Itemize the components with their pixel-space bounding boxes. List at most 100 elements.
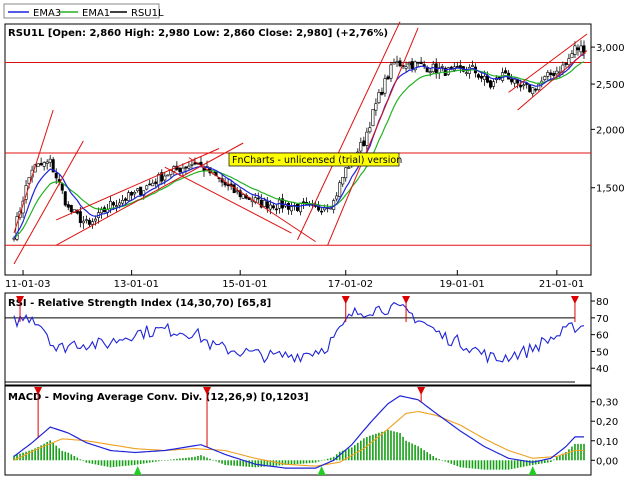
rsi-tick-label: 70: [596, 314, 609, 325]
candle-body: [226, 184, 230, 187]
macd-histogram-bar: [224, 460, 226, 465]
candle-body: [63, 191, 67, 206]
candle-body: [338, 182, 342, 197]
macd-histogram-bar: [341, 450, 344, 461]
candle-body: [235, 190, 239, 193]
price-tick-label: 2,500: [596, 80, 625, 91]
macd-panel: [4, 385, 592, 476]
candle-body: [470, 65, 474, 67]
macd-histogram-bar: [94, 460, 97, 465]
macd-histogram-bar: [85, 460, 88, 463]
macd-histogram-bar: [269, 460, 272, 467]
candle-body: [274, 208, 278, 211]
macd-histogram-bar: [402, 436, 404, 461]
macd-histogram-bar: [468, 460, 471, 469]
candle-body: [513, 78, 517, 84]
rsi-axis: 40 50 60 70 80: [591, 297, 609, 375]
candle-body: [136, 188, 140, 192]
macd-histogram-bar: [571, 446, 573, 461]
date-tick-label: 11-01-03: [5, 279, 50, 290]
macd-histogram-bar: [284, 460, 287, 465]
candle-body: [482, 75, 486, 80]
macd-histogram-bar: [115, 460, 118, 467]
macd-histogram-bar: [366, 437, 368, 461]
candle-body: [519, 84, 523, 88]
macd-histogram-bar: [25, 451, 27, 461]
candle-body: [190, 164, 194, 166]
macd-histogram-bar: [507, 460, 510, 470]
macd-histogram-bar: [516, 460, 519, 468]
candle-body: [380, 91, 384, 95]
macd-histogram-bar: [450, 460, 453, 464]
candle-body: [90, 221, 94, 225]
rsi-line: [13, 301, 585, 365]
macd-histogram-bar: [73, 455, 76, 461]
signal-markers: [16, 296, 579, 475]
macd-histogram-bar: [420, 448, 422, 461]
candle-body: [407, 62, 411, 66]
candle-body: [537, 83, 541, 90]
macd-histogram-bar: [145, 460, 148, 464]
macd-histogram-bar: [227, 460, 229, 466]
price-axis: 1,500 2,000 2,500 3,000: [591, 43, 625, 195]
macd-histogram-bar: [432, 455, 435, 461]
macd-histogram-bar: [91, 460, 94, 464]
macd-histogram-bar: [305, 460, 308, 464]
macd-histogram-bar: [200, 455, 202, 461]
macd-histogram-bar: [556, 457, 558, 461]
macd-histogram-bar: [537, 460, 540, 464]
macd-histogram-bar: [353, 445, 356, 461]
macd-histogram-bar: [13, 455, 15, 461]
rsi-reference-levels: [5, 317, 575, 383]
candle-body: [555, 70, 559, 75]
macd-histogram-bar: [559, 455, 561, 461]
macd-histogram-bar: [103, 460, 106, 467]
macd-histogram-bar: [142, 460, 145, 464]
trend-line: [327, 27, 419, 246]
macd-axis: 0,00 0,10 0,20 0,30: [591, 398, 618, 467]
macd-up-arrow: [528, 466, 537, 475]
candle-body: [476, 74, 480, 78]
candle-body: [286, 203, 290, 210]
candle-body: [81, 220, 85, 224]
macd-histogram-bar: [263, 460, 266, 467]
macd-histogram-bar: [498, 460, 501, 470]
candle-body: [151, 182, 155, 187]
macd-histogram-bar: [76, 457, 79, 461]
macd-histogram-bar: [489, 460, 492, 470]
candle-body: [320, 210, 324, 213]
candle-body: [51, 159, 55, 173]
watermark-text: FnCharts - unlicensed (trial) version: [232, 155, 402, 166]
date-tick-label: 21-01-01: [539, 279, 584, 290]
macd-histogram-bar: [405, 440, 407, 461]
macd-histogram-bar: [390, 430, 392, 461]
date-tick-label: 15-01-01: [222, 279, 267, 290]
trend-line: [297, 21, 401, 241]
candle-body: [187, 165, 191, 169]
macd-histogram-bar: [326, 458, 329, 461]
macd-tick-label: 0,00: [596, 456, 618, 467]
macd-histogram-bar: [350, 447, 353, 461]
macd-histogram-bar: [31, 449, 33, 461]
macd-histogram-bar: [480, 460, 483, 470]
candle-body: [374, 103, 378, 111]
macd-histogram-bar: [182, 458, 184, 461]
candle-body: [184, 166, 188, 169]
macd-histogram-bar: [453, 460, 456, 465]
macd-histogram-bar: [423, 450, 425, 461]
ema3-line: [13, 54, 585, 239]
macd-histogram-bar: [43, 443, 45, 461]
macd-histogram-bar: [61, 450, 64, 461]
candle-body: [546, 72, 550, 77]
macd-histogram-bar: [191, 457, 193, 461]
candle-body: [428, 71, 432, 74]
macd-histogram-bar: [495, 460, 498, 470]
macd-histogram-bar: [435, 457, 438, 461]
candle-body: [148, 183, 152, 186]
macd-histogram-bar: [160, 460, 163, 461]
macd-up-arrow: [317, 466, 326, 475]
macd-histogram-bar: [275, 460, 278, 466]
candle-body: [504, 70, 508, 74]
candle-body: [78, 211, 82, 223]
